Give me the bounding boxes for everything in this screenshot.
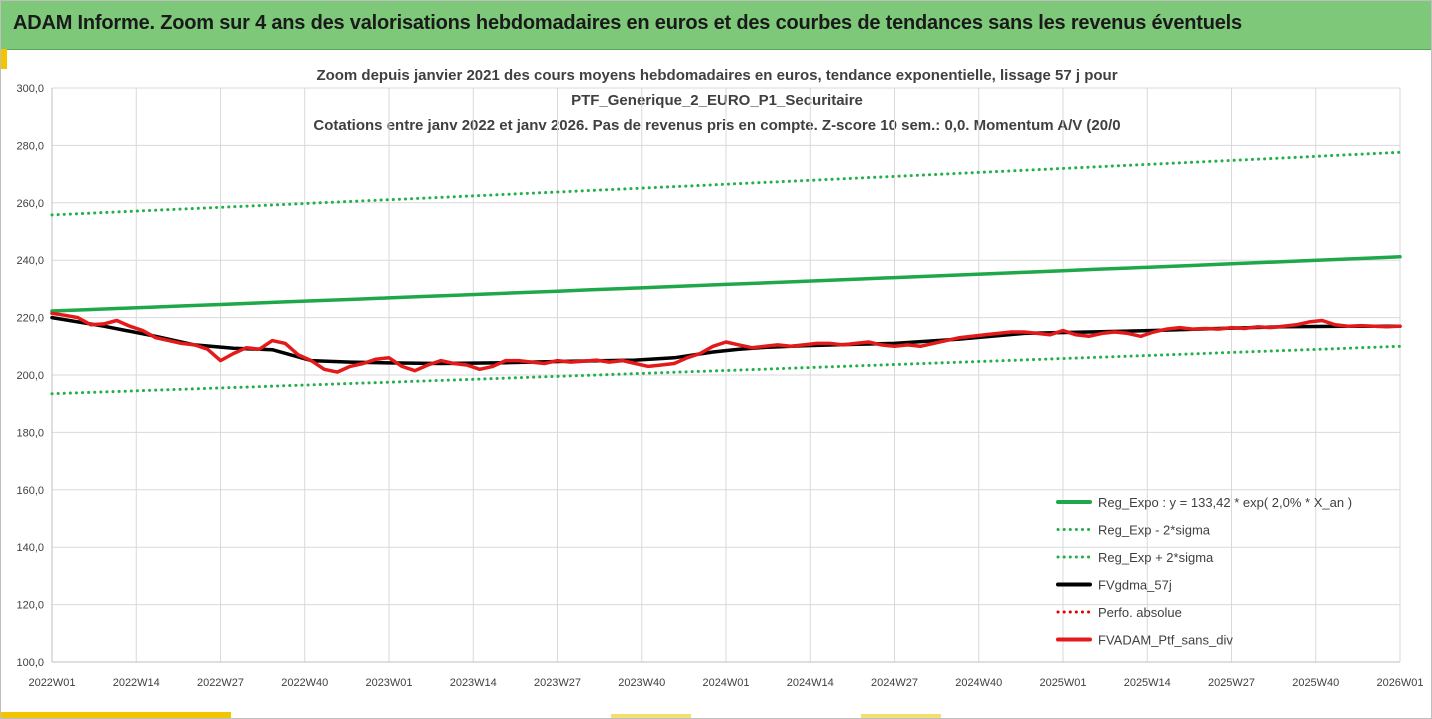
- trend-line: [50, 255, 1402, 313]
- y-tick-label: 100,0: [16, 657, 44, 669]
- x-tick-label: 2025W27: [1208, 677, 1255, 689]
- x-tick-label: 2024W14: [787, 677, 834, 689]
- legend-label: Reg_Exp + 2*sigma: [1098, 550, 1214, 565]
- lower-band-line: [50, 344, 1402, 396]
- y-tick-label: 140,0: [16, 542, 44, 554]
- y-tick-label: 160,0: [16, 485, 44, 497]
- price-line: [50, 311, 1402, 374]
- x-tick-label: 2024W40: [955, 677, 1002, 689]
- x-tick-label: 2023W40: [618, 677, 665, 689]
- x-tick-label: 2024W27: [871, 677, 918, 689]
- y-tick-label: 260,0: [16, 198, 44, 210]
- chart-title-line-2: PTF_Generique_2_EURO_P1_Securitaire: [571, 92, 863, 109]
- y-tick-label: 200,0: [16, 370, 44, 382]
- y-tick-label: 240,0: [16, 255, 44, 267]
- x-tick-label: 2025W01: [1039, 677, 1086, 689]
- x-tick-label: 2022W27: [197, 677, 244, 689]
- legend-label: FVgdma_57j: [1098, 578, 1172, 593]
- accent-bar-left: [1, 49, 7, 69]
- accent-bar-bottom: [1, 712, 231, 718]
- x-tick-label: 2023W01: [365, 677, 412, 689]
- x-tick-label: 2025W14: [1124, 677, 1171, 689]
- header-title: ADAM Informe. Zoom sur 4 ans des valoris…: [13, 12, 1242, 34]
- x-tick-label: 2022W14: [113, 677, 160, 689]
- x-tick-label: 2025W40: [1292, 677, 1339, 689]
- legend-label: Reg_Expo : y = 133,42 * exp( 2,0% * X_an…: [1098, 495, 1352, 510]
- x-tick-label: 2023W27: [534, 677, 581, 689]
- legend-label: Perfo. absolue: [1098, 605, 1182, 620]
- x-tick-label: 2024W01: [702, 677, 749, 689]
- chart-title-line-3: Cotations entre janv 2022 et janv 2026. …: [313, 117, 1121, 134]
- chart-title-line-1: Zoom depuis janvier 2021 des cours moyen…: [316, 67, 1118, 84]
- y-tick-label: 220,0: [16, 313, 44, 325]
- y-tick-label: 180,0: [16, 427, 44, 439]
- x-tick-label: 2026W01: [1376, 677, 1423, 689]
- y-tick-label: 300,0: [16, 83, 44, 95]
- header-bar: ADAM Informe. Zoom sur 4 ans des valoris…: [1, 1, 1431, 50]
- y-tick-label: 280,0: [16, 140, 44, 152]
- x-tick-label: 2022W40: [281, 677, 328, 689]
- x-tick-label: 2022W01: [28, 677, 75, 689]
- legend-label: FVADAM_Ptf_sans_div: [1098, 633, 1233, 648]
- upper-band-line: [50, 150, 1402, 217]
- x-tick-label: 2023W14: [450, 677, 497, 689]
- accent-bar-bottom-3: [861, 714, 941, 718]
- legend-label: Reg_Exp - 2*sigma: [1098, 523, 1211, 538]
- y-tick-label: 120,0: [16, 600, 44, 612]
- chart-title: Zoom depuis janvier 2021 des cours moyen…: [1, 63, 1432, 138]
- accent-bar-bottom-2: [611, 714, 691, 718]
